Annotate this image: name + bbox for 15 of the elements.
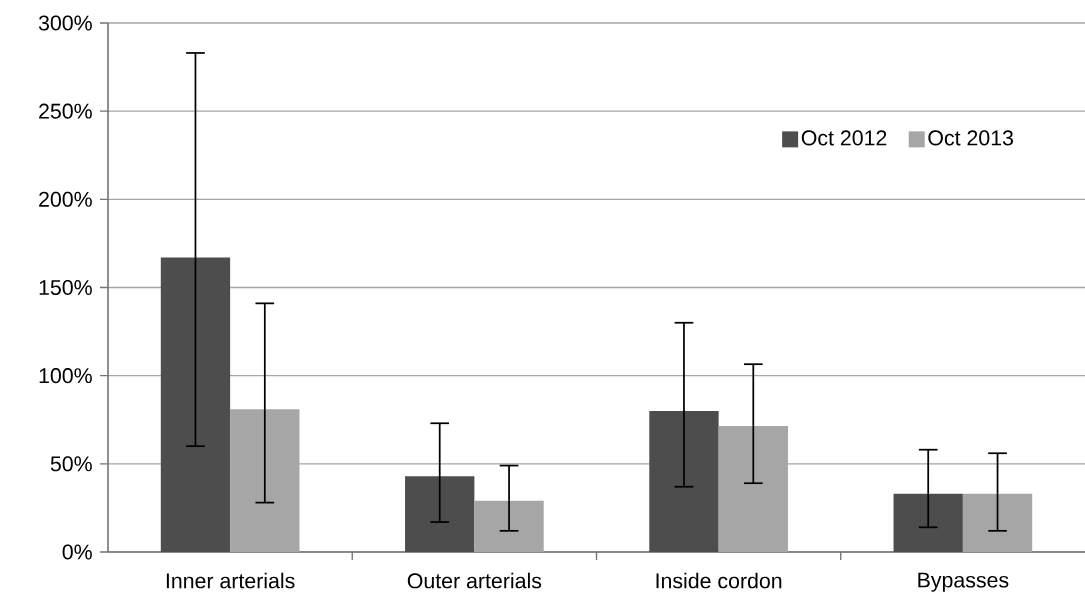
x-tick-label: Inside cordon bbox=[656, 572, 782, 589]
x-tick-label: Bypasses bbox=[918, 572, 1009, 592]
x-tick-label: Outer arterials bbox=[407, 572, 542, 589]
y-tick-label: 50% bbox=[50, 456, 92, 472]
y-tick-label: 200% bbox=[39, 191, 92, 207]
x-tick-label: Inner arterials bbox=[166, 572, 295, 589]
y-tick-label: 300% bbox=[38, 15, 92, 31]
legend-label: Oct 2013 bbox=[928, 130, 1013, 146]
bar bbox=[893, 493, 963, 552]
y-tick-label: 100% bbox=[39, 368, 92, 384]
y-tick-label: 250% bbox=[39, 103, 92, 119]
y-tick-label: 0% bbox=[62, 544, 92, 560]
y-tick-label: 150% bbox=[39, 279, 92, 296]
legend-label: Oct 2012 bbox=[801, 130, 887, 146]
bar bbox=[474, 500, 544, 552]
